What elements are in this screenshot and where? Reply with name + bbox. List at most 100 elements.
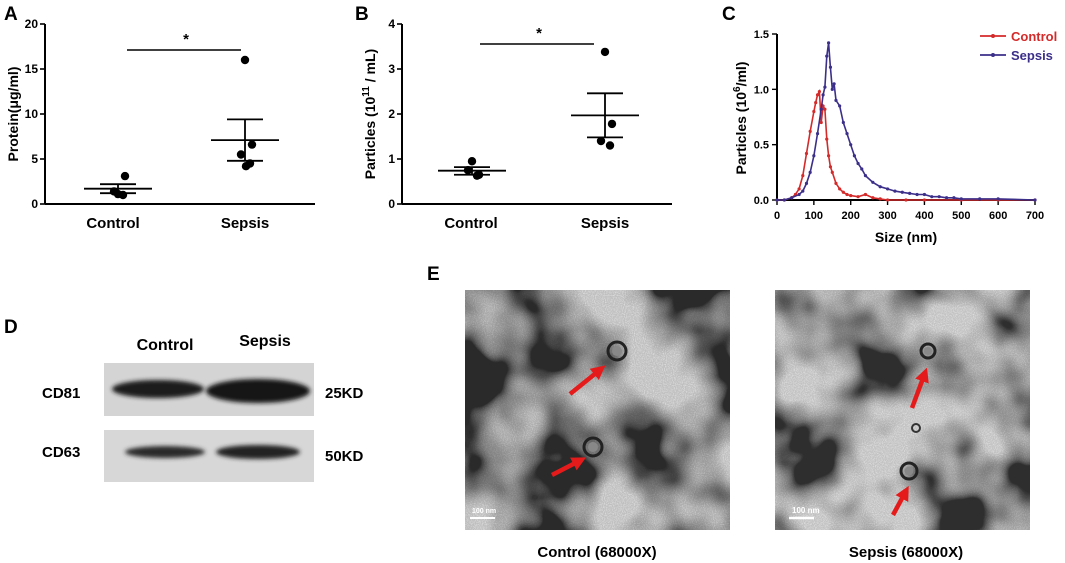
blot-lane-sepsis: Sepsis [239,333,291,350]
c-y-tick-label: 1.5 [754,29,769,41]
c-series-point-control [823,107,827,111]
c-series-point-sepsis [838,104,842,108]
c-series-point-sepsis [900,190,904,194]
a-y-tick-label: 0 [31,197,38,211]
blot-label-cd63: CD63 [42,444,80,461]
b-y-axis-label: Particles (1011 / mL) [361,49,378,179]
c-x-tick-label: 200 [842,210,860,222]
vesicle-sepsis-1-core [924,347,932,355]
c-series-point-sepsis [845,132,849,136]
tem-image-sepsis: 100 nm [775,290,1030,530]
c-series-point-control [812,109,816,114]
c-series-point-sepsis [856,161,860,166]
c-series-point-sepsis [808,170,812,174]
vesicle-control-1 [606,340,628,362]
arrow-control-2 [550,457,587,477]
c-x-tick-label: 400 [915,210,933,222]
c-series-point-control [841,190,845,194]
blot-band-cd81-sepsis [206,379,310,403]
b-data-point [607,119,617,129]
panel-a: A 0 5 10 15 20 Protein(μg/ml) Control Sepsis… [4,4,315,232]
c-x-axis-label: Size (nm) [875,229,937,245]
a-data-point [247,140,257,149]
panel-label-b: B [355,4,369,25]
c-series-point-control [838,187,842,191]
b-y-tick-label: 2 [388,107,395,121]
c-series-line-sepsis [777,42,1036,201]
vesicle-sepsis-1 [919,342,937,360]
c-x-tick-label: 600 [989,210,1007,222]
panel-label-e: E [427,264,440,285]
c-series-point-sepsis [944,196,949,200]
c-series-point-sepsis [830,87,834,91]
tem-caption-control: Control (68000X) [537,544,656,561]
legend-marker-control [991,34,995,38]
c-series-point-sepsis [908,191,912,195]
vesicle-sepsis-3 [911,423,921,433]
b-data-point [467,157,477,166]
c-series-point-control [834,181,838,185]
a-data-point [236,150,246,159]
c-series-point-sepsis [863,174,868,178]
c-series-point-control [856,195,860,199]
a-significance-star: * [183,31,189,48]
c-series-point-control [801,174,805,178]
c-series-point-sepsis [801,189,805,193]
c-series-point-sepsis [878,185,882,189]
a-y-axis-label: Protein(μg/ml) [5,67,21,162]
c-series-point-sepsis [782,198,786,202]
blot-size-cd81: 25KD [325,385,364,402]
c-series-point-sepsis [885,187,890,191]
blot-band-cd81-control [112,380,204,398]
arrow-control-1 [568,365,606,396]
c-series-point-sepsis [1033,198,1037,202]
c-series-point-control [815,93,820,97]
c-series-point-control [819,120,823,125]
blot-band-cd63-sepsis [216,445,300,459]
c-series-point-control [904,198,908,202]
b-y-tick-label: 1 [388,152,395,166]
c-series-point-sepsis [930,195,934,199]
blot-size-cd63: 50KD [325,448,364,465]
tem-caption-sepsis: Sepsis (68000X) [849,544,963,561]
arrow-sepsis-2 [891,485,909,517]
c-x-tick-label: 700 [1026,210,1044,222]
c-series-point-sepsis [937,195,941,199]
vesicle-sepsis-2-core [904,466,914,476]
arrow-sepsis-1 [909,367,929,409]
c-series-point-sepsis [841,120,845,125]
b-category-control: Control [444,215,497,232]
c-series-point-control [849,193,853,198]
blot-band-cd63-control [125,446,205,458]
c-series-point-control [885,198,890,202]
a-category-control: Control [86,215,139,232]
a-y-tick-label: 10 [25,107,39,121]
c-series-point-control [817,89,821,94]
c-x-tick-label: 100 [805,210,823,222]
vesicle-sepsis-2 [899,461,919,481]
b-category-sepsis: Sepsis [581,215,629,232]
c-x-tick-label: 0 [774,210,780,222]
tem-micrograph-control [465,290,730,530]
legend-label-control: Control [1011,29,1057,44]
b-data-point [600,47,610,57]
c-y-tick-label: 0.0 [754,195,769,207]
c-series-point-sepsis [834,98,838,102]
c-series-point-sepsis [828,65,833,69]
panel-label-d: D [4,317,18,338]
blot-label-cd81: CD81 [42,385,80,402]
c-series-point-sepsis [860,167,864,171]
c-series-point-sepsis [996,197,1000,201]
scale-label-control: 100 nm [472,508,496,515]
c-series-point-control [863,192,868,197]
c-series-point-control [825,137,829,141]
c-series-point-sepsis [797,192,801,197]
legend-marker-sepsis [991,53,995,57]
vesicle-control-2-core [588,442,598,452]
b-y-tick-label: 0 [388,197,395,211]
panel-b: B 0 1 2 3 4 Particles (1011 / mL) Control Se… [355,4,672,232]
c-series-point-sepsis [827,41,831,45]
a-data-point [240,55,250,65]
panel-e: E 100 nm Control (68000X) 100 nm Sepsis [427,264,1030,561]
